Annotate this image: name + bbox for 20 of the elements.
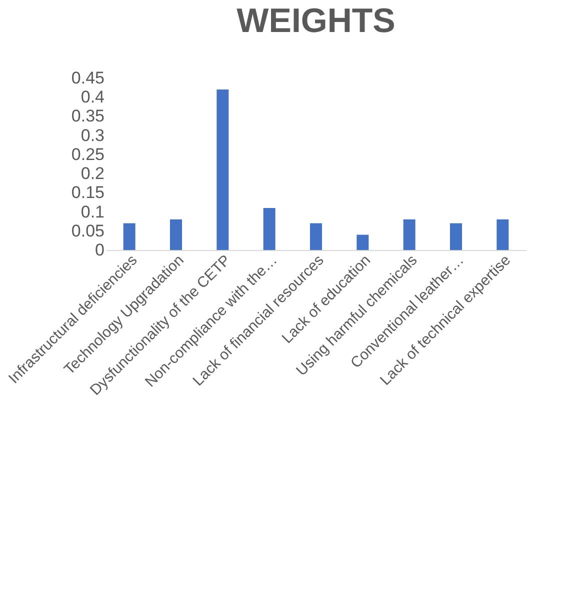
bar <box>123 223 136 250</box>
y-tick-label: 0.1 <box>80 202 104 222</box>
bar <box>496 219 509 250</box>
bar <box>403 219 416 250</box>
y-tick-label: 0.45 <box>71 68 104 88</box>
chart-title: WEIGHTS <box>236 2 396 40</box>
bar <box>310 223 322 250</box>
bar <box>356 234 369 250</box>
y-tick-label: 0.15 <box>71 183 104 202</box>
bar <box>170 219 182 250</box>
y-tick-label: 0.4 <box>80 88 104 107</box>
y-tick-label: 0.3 <box>80 126 104 145</box>
bar <box>263 208 276 250</box>
y-tick-label: 0 <box>95 240 104 260</box>
y-tick-label: 0.25 <box>71 144 104 164</box>
y-tick-label: 0.2 <box>80 164 104 184</box>
bar <box>216 89 229 250</box>
y-tick-label: 0.05 <box>71 221 104 240</box>
bar <box>450 223 462 250</box>
y-tick-label: 0.35 <box>71 106 104 126</box>
